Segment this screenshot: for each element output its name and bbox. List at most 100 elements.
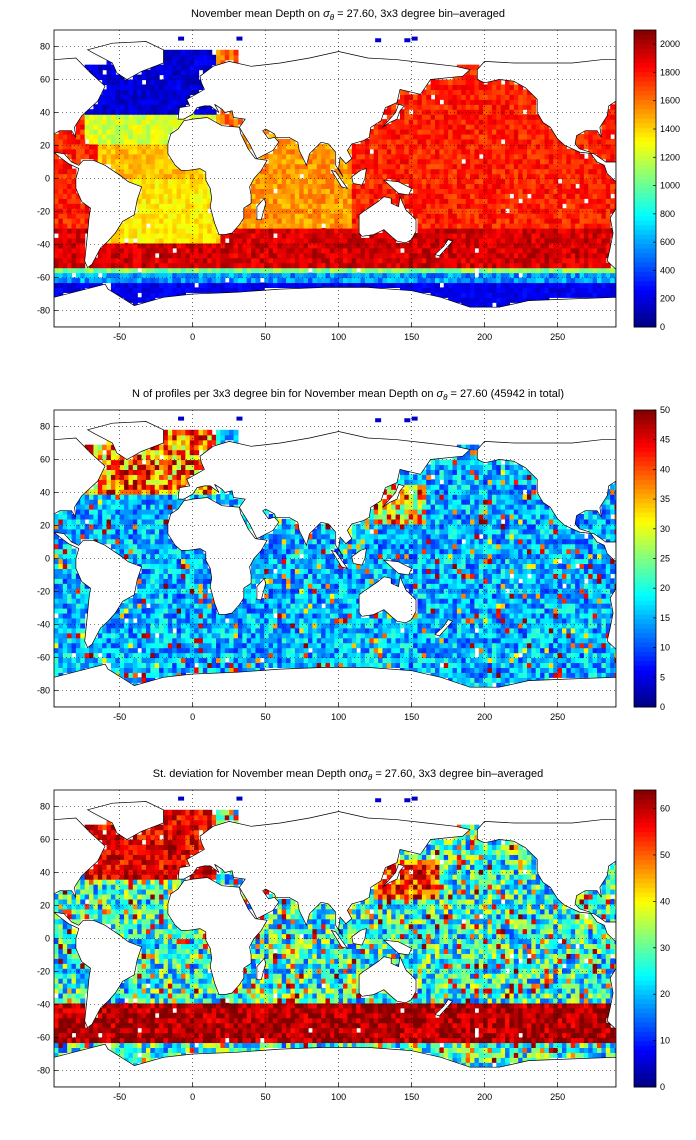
grid-cell — [588, 287, 594, 293]
grid-cell — [561, 168, 567, 175]
grid-cell — [58, 292, 64, 298]
grid-cell — [465, 282, 471, 288]
grid-cell — [207, 262, 213, 269]
grid-cell — [557, 247, 563, 254]
colorbar-tick-label: 1800 — [660, 67, 680, 77]
grid-cell — [478, 682, 484, 688]
grid-cell — [54, 163, 59, 170]
grid-cell — [110, 657, 116, 664]
grid-cell — [408, 267, 414, 274]
grid-cell — [198, 232, 204, 239]
grid-cell — [172, 59, 178, 66]
grid-cell — [456, 287, 462, 293]
grid-cell — [75, 247, 81, 254]
colorbar-swatch — [634, 285, 656, 291]
grid-cell — [570, 193, 576, 199]
grid-cell — [150, 153, 156, 160]
grid-cell — [150, 652, 156, 659]
grid-cell — [316, 652, 322, 659]
grid-cell — [150, 148, 156, 155]
grid-cell — [251, 277, 257, 284]
grid-cell — [474, 228, 480, 234]
grid-cell — [579, 208, 585, 214]
grid-cell — [71, 267, 77, 274]
grid-cell — [329, 228, 335, 234]
grid-cell — [487, 104, 493, 110]
grid-cell — [150, 218, 156, 224]
grid-cell — [601, 287, 607, 293]
grid-cell — [483, 242, 489, 249]
grid-cell — [202, 213, 208, 219]
grid-cell — [535, 203, 541, 209]
grid-cell — [483, 247, 489, 254]
colorbar-swatch — [634, 118, 656, 124]
grid-cell — [198, 203, 204, 209]
grid-cell — [181, 183, 186, 189]
grid-cell — [325, 228, 331, 234]
grid-cell — [570, 237, 576, 244]
grid-cell — [434, 672, 440, 678]
grid-cell — [286, 252, 292, 259]
grid-cell — [137, 657, 143, 664]
grid-cell — [452, 104, 458, 110]
grid-cell — [141, 677, 147, 683]
grid-cell — [119, 133, 125, 140]
grid-cell — [224, 257, 230, 264]
grid-cell — [610, 203, 616, 209]
grid-cell — [461, 677, 467, 683]
grid-cell — [233, 232, 239, 239]
grid-cell — [452, 672, 458, 678]
grid-cell — [128, 148, 134, 155]
grid-cell — [84, 133, 90, 140]
grid-cell — [356, 247, 362, 254]
grid-cell — [145, 94, 151, 100]
grid-cell — [211, 282, 217, 288]
grid-cell — [470, 272, 476, 279]
grid-cell — [154, 69, 160, 76]
grid-cell — [272, 193, 278, 199]
grid-cell — [71, 188, 77, 194]
grid-cell — [461, 247, 467, 254]
grid-cell — [167, 237, 173, 244]
grid-cell — [391, 168, 397, 175]
grid-cell — [316, 252, 322, 259]
grid-cell — [281, 218, 287, 224]
grid-cell — [229, 652, 235, 659]
grid-cell — [513, 173, 519, 180]
grid-cell — [408, 183, 414, 189]
grid-cell — [531, 158, 537, 165]
grid-cell — [71, 148, 77, 155]
grid-cell — [106, 252, 112, 259]
grid-cell — [579, 672, 585, 678]
grid-cell — [303, 208, 309, 214]
grid-cell — [159, 652, 165, 659]
grid-cell — [513, 247, 519, 254]
grid-cell — [290, 662, 296, 668]
grid-cell — [137, 237, 143, 244]
grid-cell — [413, 193, 419, 199]
grid-cell — [194, 193, 200, 199]
grid-cell — [141, 667, 147, 673]
grid-cell — [417, 262, 423, 269]
grid-cell — [325, 178, 331, 185]
grid-cell — [535, 247, 541, 254]
grid-cell — [93, 148, 99, 155]
grid-cell — [592, 198, 598, 204]
grid-cell — [334, 198, 340, 204]
grid-cell — [338, 652, 344, 659]
grid-cell — [430, 292, 436, 298]
grid-cell — [216, 287, 222, 293]
grid-cell — [456, 94, 462, 100]
grid-cell — [614, 124, 616, 130]
grid-cell — [610, 672, 616, 678]
grid-cell — [610, 282, 616, 288]
grid-cell — [277, 203, 283, 209]
grid-cell — [312, 163, 318, 170]
grid-cell — [434, 158, 440, 165]
grid-cell — [242, 223, 248, 229]
grid-cell — [71, 223, 77, 229]
grid-cell — [404, 277, 410, 284]
grid-cell — [106, 257, 112, 264]
grid-cell — [597, 662, 602, 668]
grid-cell — [176, 94, 182, 100]
